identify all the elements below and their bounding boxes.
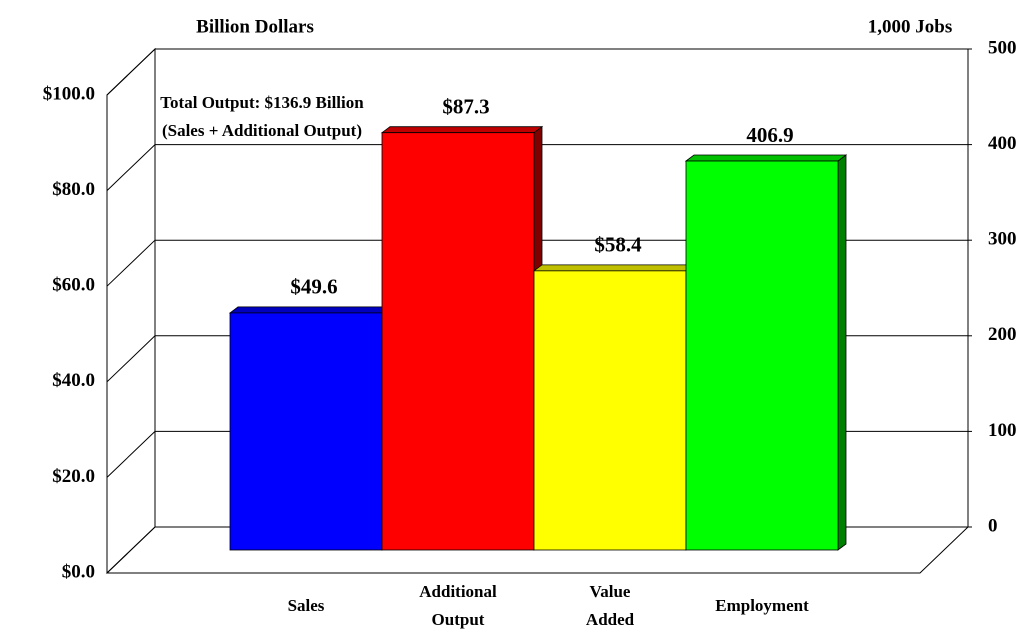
value-label: $58.4: [594, 233, 642, 257]
bar-top: [380, 126, 544, 134]
x-tick-text: Value Added: [585, 582, 635, 629]
x-tick-text: Sales: [287, 596, 325, 615]
x-tick-label: Employment: [715, 580, 809, 630]
value-label: $87.3: [442, 95, 489, 119]
y-tick-label: $60.0: [52, 275, 95, 296]
bar: [381, 132, 535, 551]
bar: [229, 312, 383, 551]
bar-top: [532, 264, 696, 272]
annotation: Total Output: $136.9 Billion (Sales + Ad…: [160, 93, 364, 140]
x-tick-label: Value Added: [586, 580, 634, 630]
y-tick-label: $20.0: [52, 466, 95, 487]
bar-top: [684, 154, 848, 162]
y-tick-label: $80.0: [52, 179, 95, 200]
bar: [533, 270, 687, 551]
y-tick-label: $0.0: [62, 561, 95, 582]
x-tick-label: Sales: [288, 580, 325, 630]
y-axis-title: Billion Dollars: [196, 16, 314, 37]
x-tick-label: Additional Output: [419, 580, 496, 630]
x-tick-text: Additional Output: [419, 582, 497, 629]
y2-tick-label: 400: [988, 133, 1017, 154]
y2-tick-label: 100: [988, 420, 1017, 441]
value-label: $49.6: [290, 275, 337, 299]
x-tick-text: Employment: [715, 596, 809, 615]
y-tick-label: $40.0: [52, 370, 95, 391]
grid-line: [106, 48, 968, 96]
y2-tick-label: 300: [988, 229, 1017, 250]
bar: [685, 160, 839, 551]
bar-side: [837, 154, 847, 551]
bar-top: [228, 306, 392, 314]
y-tick-label: $100.0: [43, 83, 95, 104]
value-label: 406.9: [746, 123, 793, 147]
y2-tick-label: 0: [988, 515, 998, 536]
y2-tick-label: 500: [988, 37, 1017, 58]
y2-tick-label: 200: [988, 324, 1017, 345]
grid-line: [106, 144, 968, 191]
y2-axis-title: 1,000 Jobs: [868, 16, 952, 37]
